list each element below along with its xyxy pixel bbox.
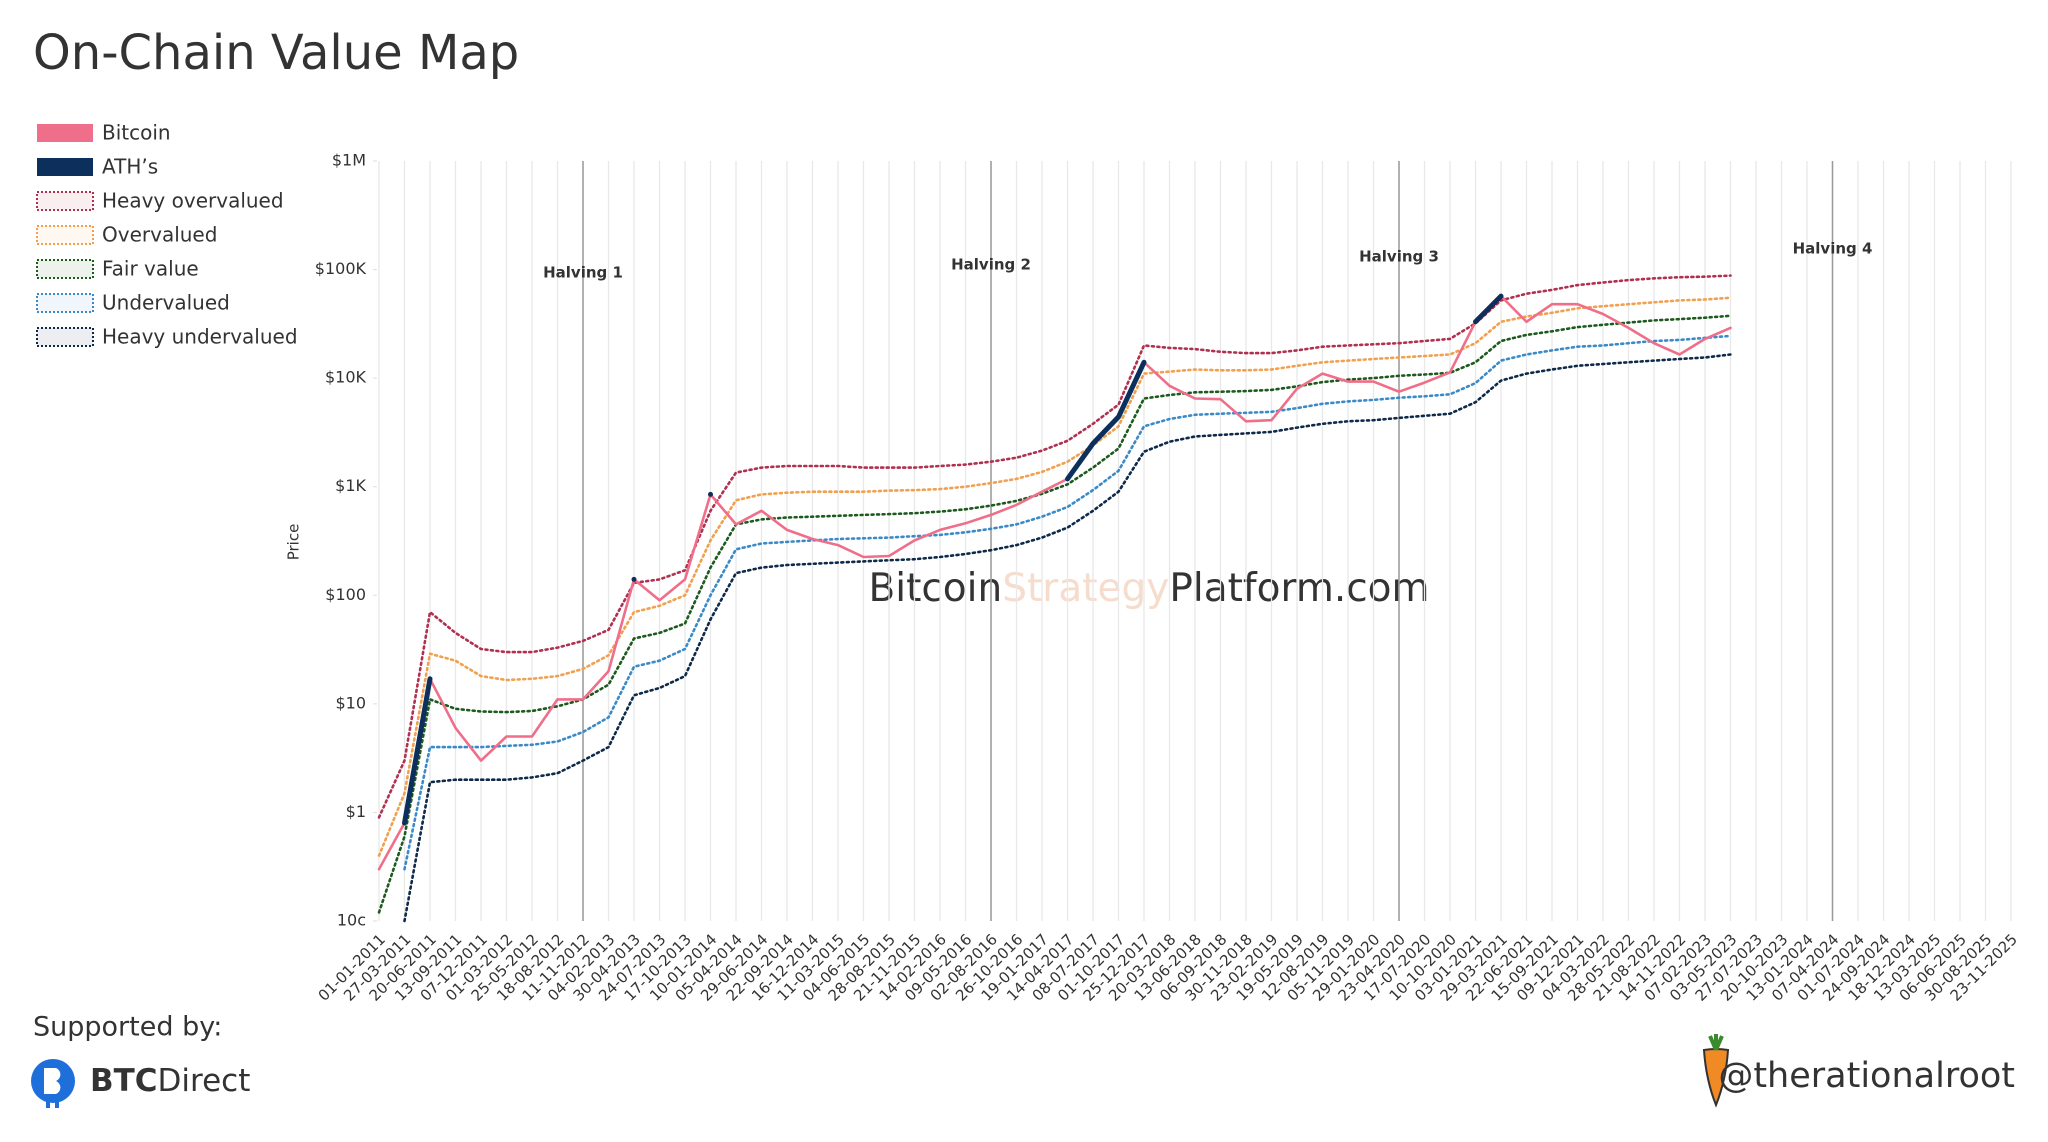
price-line	[377, 294, 1732, 871]
y-tick-label: $1M	[332, 151, 366, 170]
y-tick-label: $10K	[325, 368, 367, 387]
watermark-part: Strategy	[1002, 566, 1169, 611]
y-tick-label: $100K	[315, 259, 367, 278]
y-tick-label: $1	[346, 802, 366, 821]
watermark-part: Bitcoin	[868, 566, 1002, 611]
y-tick-label: $100	[325, 585, 366, 604]
legend-swatch	[36, 191, 94, 211]
halving-label: Halving 2	[951, 256, 1031, 274]
legend-swatch	[37, 124, 93, 142]
band-line	[403, 334, 1732, 871]
halving-label: Halving 4	[1793, 240, 1873, 258]
legend-swatch	[36, 259, 94, 279]
band-line	[403, 353, 1732, 923]
sponsor-name: BTCDirect	[90, 1063, 250, 1099]
carrot-leaves	[1708, 1034, 1724, 1051]
sponsor-icon-mark	[44, 1068, 61, 1094]
legend-label: Bitcoin	[102, 121, 171, 145]
legend-label: Fair value	[102, 257, 199, 281]
legend-label: Undervalued	[102, 291, 230, 315]
watermark: BitcoinStrategyPlatform.com	[868, 566, 1429, 611]
legend-swatch	[36, 293, 94, 313]
legend-swatch	[36, 225, 94, 245]
legend-swatch	[36, 327, 94, 347]
y-tick-label: $10	[335, 693, 366, 712]
y-axis-label: Price	[285, 524, 303, 561]
legend-label: Overvalued	[102, 223, 217, 247]
watermark-part: Platform.com	[1169, 566, 1429, 611]
supported-by: Supported by:	[33, 1012, 222, 1043]
price-line	[402, 293, 1504, 826]
band-line	[377, 274, 1732, 819]
legend-label: Heavy undervalued	[102, 325, 298, 349]
halving-label: Halving 1	[543, 264, 623, 282]
sponsor-name-part: Direct	[158, 1063, 251, 1099]
sponsor-icon-foot	[46, 1100, 50, 1108]
legend-swatch	[37, 158, 93, 176]
carrot-icon	[1702, 1034, 1730, 1108]
legend-label: Heavy overvalued	[102, 189, 284, 213]
legend-label: ATH’s	[102, 155, 158, 179]
plot: 01-01-201127-03-201120-06-201113-09-2011…	[315, 151, 2021, 1005]
legend: Bitcoin ATH’s Heavy overvalued Overvalued Fa…	[36, 121, 298, 349]
y-tick-label: $1K	[335, 476, 366, 495]
halving-label: Halving 3	[1359, 248, 1439, 266]
y-tick-label: 10c	[337, 911, 366, 930]
sponsor-name-part: BTC	[90, 1063, 158, 1099]
band-line	[377, 314, 1732, 914]
sponsor-logo: BTCDirect	[31, 1059, 250, 1108]
handle: @therationalroot	[1718, 1056, 2015, 1096]
sponsor-icon-foot	[55, 1100, 59, 1108]
band-line	[377, 296, 1732, 857]
chart-title: On-Chain Value Map	[33, 25, 519, 81]
